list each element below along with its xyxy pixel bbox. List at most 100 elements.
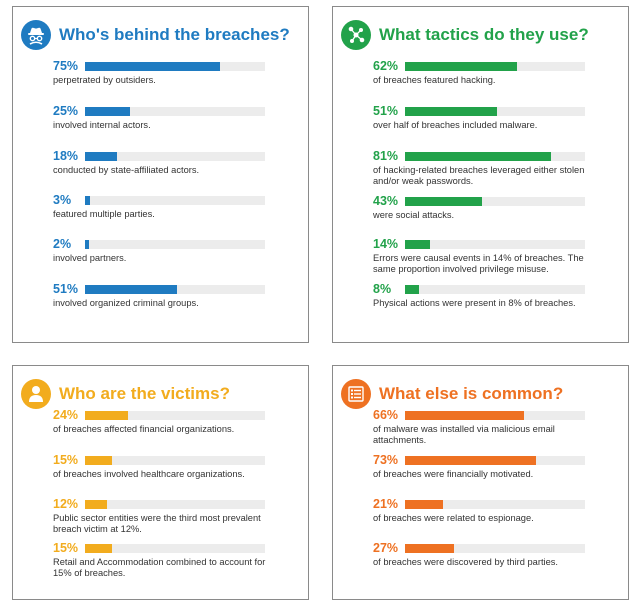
stat-description: were social attacks.: [373, 210, 455, 220]
panel-victims: Who are the victims? 24% of breaches affe…: [12, 365, 309, 600]
panel-attack-tactics: What tactics do they use? 62% of breaches…: [332, 6, 629, 343]
panel-title: Who are the victims?: [59, 384, 230, 403]
bar-track: [85, 196, 265, 205]
stat-row: 62%: [373, 59, 623, 74]
percent-label: 51%: [53, 282, 79, 296]
percent-label: 15%: [53, 453, 79, 467]
bar: [405, 285, 420, 294]
stat-item: 73% of breaches were financially motivate…: [373, 453, 623, 480]
panel-title: What else is common?: [379, 384, 564, 403]
bar-track: [405, 197, 585, 206]
stat-item: 15% of breaches involved healthcare organ…: [53, 453, 303, 480]
stat-item: 2% involved partners.: [53, 237, 303, 264]
percent-label: 12%: [53, 497, 79, 511]
stat-item: 14% Errors were causal events in 14% of b…: [373, 237, 623, 275]
stat-row: 66%: [373, 408, 623, 423]
bar-track: [85, 240, 265, 249]
bar: [405, 544, 454, 553]
bar-track: [85, 544, 265, 553]
percent-label: 62%: [373, 59, 399, 73]
panel-common-patterns: What else is common? 66% of malware was i…: [332, 365, 629, 600]
percent-label: 3%: [53, 193, 72, 207]
bar: [405, 240, 431, 249]
bar-track: [405, 456, 585, 465]
stat-row: 2%: [53, 237, 303, 252]
bar-track: [405, 544, 585, 553]
percent-label: 51%: [373, 104, 399, 118]
percent-label: 27%: [373, 541, 399, 555]
percent-label: 15%: [53, 541, 79, 555]
bar: [85, 240, 89, 249]
stat-item: 25% involved internal actors.: [53, 104, 303, 131]
percent-label: 18%: [53, 149, 79, 163]
stat-row: 43%: [373, 194, 623, 209]
panel-header: What tactics do they use?: [341, 17, 621, 53]
stat-description: Errors were causal events in 14% of brea…: [373, 253, 584, 274]
panel-title: What tactics do they use?: [379, 25, 589, 44]
bar-track: [85, 152, 265, 161]
stat-item: 3% featured multiple parties.: [53, 193, 303, 220]
stat-item: 12% Public sector entities were the third…: [53, 497, 303, 535]
bar-track: [405, 107, 585, 116]
panel-title: Who's behind the breaches?: [59, 25, 290, 44]
bar: [405, 411, 524, 420]
stat-item: 66% of malware was installed via maliciou…: [373, 408, 623, 446]
bar-track: [405, 285, 585, 294]
bar: [85, 196, 91, 205]
bar: [85, 62, 220, 71]
stat-row: 25%: [53, 104, 303, 119]
stat-description: of malware was installed via malicious e…: [373, 424, 555, 445]
bar-track: [405, 152, 585, 161]
stat-row: 8%: [373, 282, 623, 297]
stat-row: 73%: [373, 453, 623, 468]
stat-row: 51%: [373, 104, 623, 119]
bar-track: [85, 456, 265, 465]
stat-row: 12%: [53, 497, 303, 512]
percent-label: 21%: [373, 497, 399, 511]
stat-description: perpetrated by outsiders.: [53, 75, 156, 85]
network-nodes-icon: [341, 20, 371, 50]
bar: [405, 107, 497, 116]
bar: [85, 285, 177, 294]
bar: [405, 62, 517, 71]
stat-item: 15% Retail and Accommodation combined to …: [53, 541, 303, 579]
bar: [405, 152, 551, 161]
list-icon: [341, 379, 371, 409]
bar: [85, 456, 112, 465]
stat-row: 3%: [53, 193, 303, 208]
bar-track: [405, 240, 585, 249]
stat-row: 18%: [53, 149, 303, 164]
stat-row: 15%: [53, 453, 303, 468]
bar-track: [85, 107, 265, 116]
stat-item: 8% Physical actions were present in 8% of…: [373, 282, 623, 309]
stat-row: 27%: [373, 541, 623, 556]
stat-row: 15%: [53, 541, 303, 556]
stat-description: of breaches affected financial organizat…: [53, 424, 235, 434]
stat-description: of hacking-related breaches leveraged ei…: [373, 165, 585, 186]
bar-track: [405, 411, 585, 420]
bar-track: [85, 62, 265, 71]
percent-label: 81%: [373, 149, 399, 163]
stat-row: 24%: [53, 408, 303, 423]
stat-item: 27% of breaches were discovered by third …: [373, 541, 623, 568]
panel-header: Who's behind the breaches?: [21, 17, 301, 53]
bar-track: [85, 500, 265, 509]
bar: [85, 500, 107, 509]
person-icon: [21, 379, 51, 409]
bar-track: [85, 411, 265, 420]
stat-description: of breaches were financially motivated.: [373, 469, 534, 479]
percent-label: 73%: [373, 453, 399, 467]
stat-description: Public sector entities were the third mo…: [53, 513, 261, 534]
percent-label: 24%: [53, 408, 79, 422]
bar-track: [405, 62, 585, 71]
stat-description: Physical actions were present in 8% of b…: [373, 298, 576, 308]
stat-description: featured multiple parties.: [53, 209, 155, 219]
stat-description: involved partners.: [53, 253, 127, 263]
percent-label: 25%: [53, 104, 79, 118]
percent-label: 43%: [373, 194, 399, 208]
bar: [405, 456, 537, 465]
percent-label: 8%: [373, 282, 392, 296]
bar: [85, 152, 118, 161]
bar: [405, 197, 483, 206]
stat-description: of breaches were discovered by third par…: [373, 557, 558, 567]
